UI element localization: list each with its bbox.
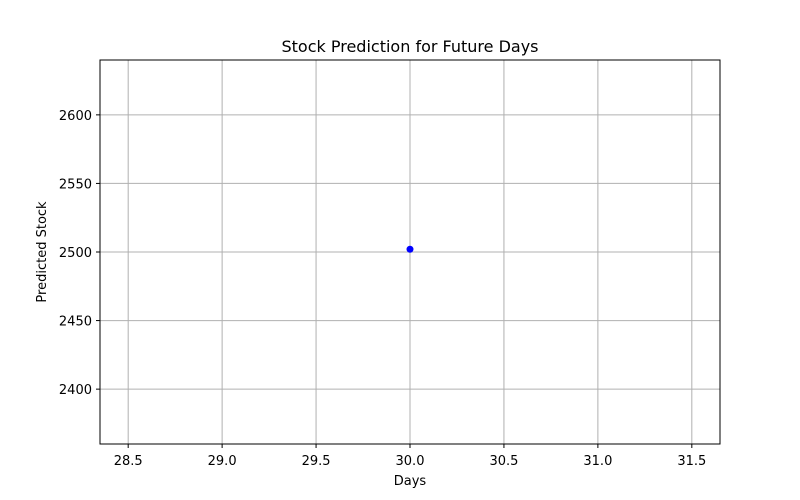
x-tick-label: 29.0 — [208, 454, 237, 469]
x-tick-label: 31.5 — [677, 454, 706, 469]
x-tick-label: 28.5 — [114, 454, 143, 469]
x-tick-label: 29.5 — [302, 454, 331, 469]
x-tick-label: 30.0 — [396, 454, 425, 469]
y-tick-label: 2450 — [59, 315, 92, 330]
y-tick-label: 2550 — [59, 177, 92, 192]
grid — [100, 60, 720, 444]
data-points — [406, 245, 414, 253]
y-tick-label: 2500 — [59, 246, 92, 261]
y-axis-label: Predicted Stock — [35, 201, 50, 303]
x-tick-label: 31.0 — [583, 454, 612, 469]
y-tick-label: 2400 — [59, 383, 92, 398]
ticks: 28.5 29.0 29.5 30.0 30.5 31.0 31.5 2400 2450 2500… — [59, 109, 706, 469]
x-axis-label: Days — [394, 474, 427, 489]
y-tick-label: 2600 — [59, 109, 92, 124]
chart-title: Stock Prediction for Future Days — [282, 37, 539, 56]
x-tick-label: 30.5 — [489, 454, 518, 469]
data-point — [406, 245, 414, 253]
